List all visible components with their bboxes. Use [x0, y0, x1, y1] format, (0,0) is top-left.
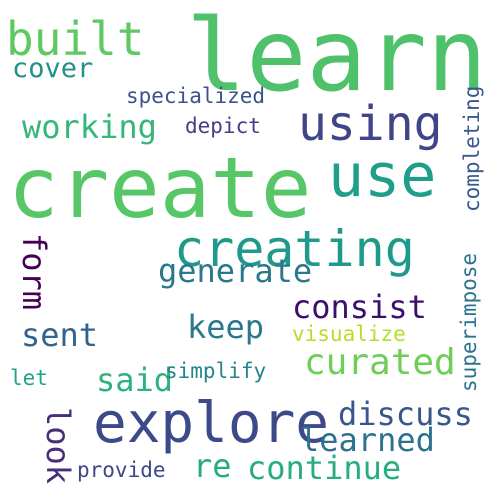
word-provide: provide	[77, 458, 166, 482]
word-cover: cover	[12, 53, 94, 84]
word-creating: creating	[174, 220, 415, 278]
word-depict: depict	[185, 114, 261, 138]
word-specialized: specialized	[126, 84, 266, 108]
word-re: re	[193, 447, 232, 485]
word-create: create	[8, 139, 312, 237]
word-use: use	[328, 141, 437, 211]
word-discuss: discuss	[338, 395, 473, 433]
word-learn: learn	[186, 0, 488, 114]
word-explore: explore	[93, 391, 330, 456]
word-built: built	[6, 12, 145, 66]
word-curated: curated	[304, 342, 456, 383]
word-visualize: visualize	[292, 322, 406, 346]
word-sent: sent	[21, 316, 99, 354]
word-simplify: simplify	[165, 359, 267, 383]
word-completing: completing	[460, 85, 484, 212]
word-keep: keep	[187, 308, 265, 346]
word-superimpose: superimpose	[457, 252, 481, 392]
word-look: look	[39, 407, 77, 485]
word-using: using	[298, 96, 443, 152]
word-working: working	[22, 108, 157, 146]
word-consist: consist	[292, 288, 427, 326]
word-let: let	[10, 366, 48, 390]
word-learned: learned	[300, 421, 435, 459]
word-continue: continue	[247, 449, 402, 487]
word-generate: generate	[158, 252, 313, 290]
word-said: said	[96, 361, 174, 399]
word-form: form	[15, 233, 53, 311]
